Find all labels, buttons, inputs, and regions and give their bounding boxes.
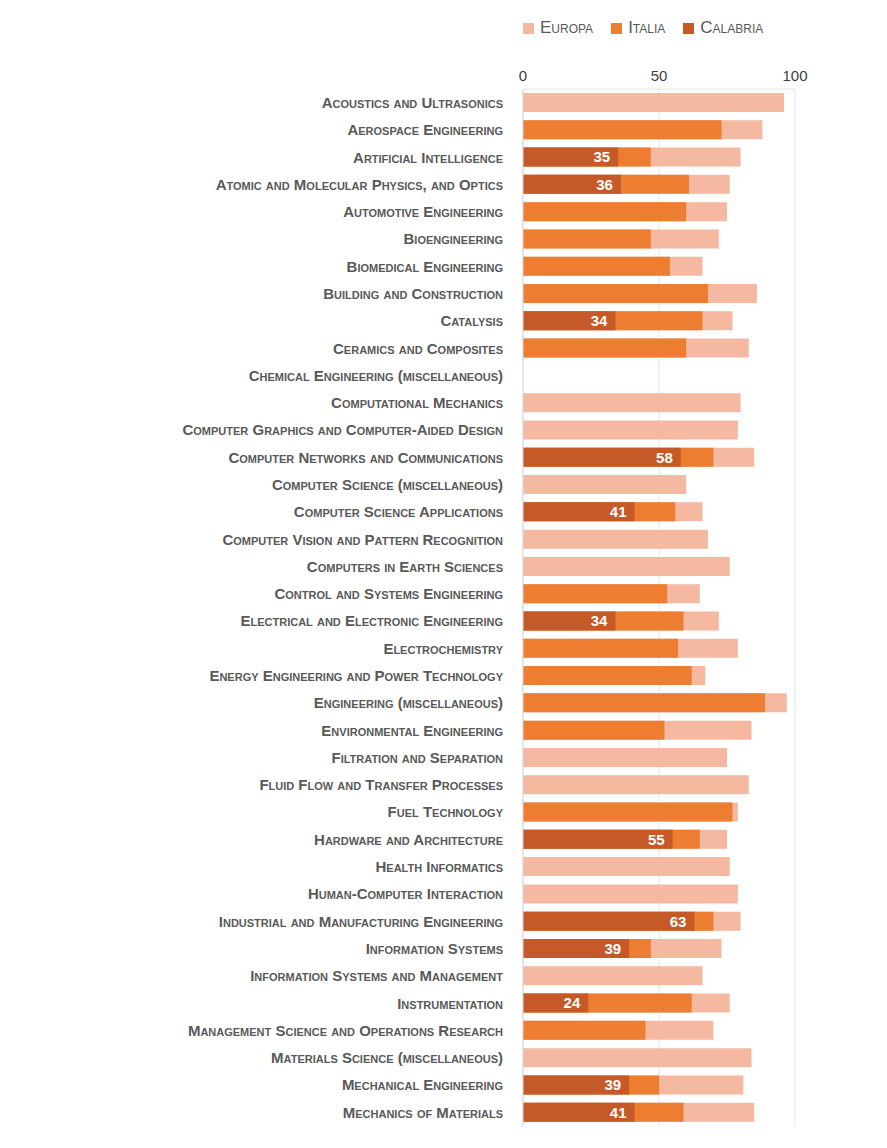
svg-text:Environmental Engineering: Environmental Engineering bbox=[321, 722, 503, 739]
svg-text:Automotive Engineering: Automotive Engineering bbox=[343, 203, 503, 220]
svg-text:Information Systems: Information Systems bbox=[366, 940, 503, 957]
svg-text:Materials Science (miscellaneo: Materials Science (miscellaneous) bbox=[271, 1049, 503, 1066]
svg-text:Chemical Engineering (miscella: Chemical Engineering (miscellaneous) bbox=[249, 367, 503, 384]
svg-text:Control and Systems Engineerin: Control and Systems Engineering bbox=[274, 585, 503, 602]
svg-text:41: 41 bbox=[610, 503, 627, 520]
svg-text:Electrical and Electronic Engi: Electrical and Electronic Engineering bbox=[240, 612, 503, 629]
html-text:Calabria: Calabria bbox=[700, 18, 764, 37]
svg-text:Building and Construction: Building and Construction bbox=[323, 285, 503, 302]
svg-text:Human-Computer Interaction: Human-Computer Interaction bbox=[308, 885, 503, 902]
svg-text:Aerospace Engineering: Aerospace Engineering bbox=[347, 121, 503, 138]
svg-text:Instrumentation: Instrumentation bbox=[397, 995, 503, 1012]
svg-text:Engineering (miscellaneous): Engineering (miscellaneous) bbox=[314, 694, 503, 711]
svg-text:39: 39 bbox=[604, 1076, 621, 1093]
svg-text:Catalysis: Catalysis bbox=[440, 312, 503, 329]
html-text:Europa: Europa bbox=[540, 18, 594, 37]
svg-text:55: 55 bbox=[648, 831, 665, 848]
svg-text:Electrochemistry: Electrochemistry bbox=[383, 640, 503, 657]
svg-text:36: 36 bbox=[596, 176, 613, 193]
svg-text:Fuel Technology: Fuel Technology bbox=[388, 803, 504, 820]
svg-text:35: 35 bbox=[594, 148, 611, 165]
svg-text:24: 24 bbox=[564, 994, 581, 1011]
svg-text:Bioengineering: Bioengineering bbox=[404, 230, 503, 247]
svg-text:Computational Mechanics: Computational Mechanics bbox=[331, 394, 503, 411]
svg-text:39: 39 bbox=[604, 940, 621, 957]
svg-text:Computer Graphics and Computer: Computer Graphics and Computer-Aided Des… bbox=[182, 421, 503, 438]
html-text:Italia: Italia bbox=[628, 18, 666, 37]
svg-text:Hardware and Architecture: Hardware and Architecture bbox=[314, 831, 503, 848]
svg-text:0: 0 bbox=[519, 67, 527, 84]
svg-text:Energy Engineering and Power T: Energy Engineering and Power Technology bbox=[209, 667, 503, 684]
svg-text:Mechanics of Materials: Mechanics of Materials bbox=[343, 1104, 503, 1121]
svg-text:Computers in Earth Sciences: Computers in Earth Sciences bbox=[307, 558, 503, 575]
svg-text:100: 100 bbox=[782, 67, 807, 84]
svg-text:34: 34 bbox=[591, 312, 608, 329]
svg-text:Information Systems and Manage: Information Systems and Management bbox=[250, 967, 503, 984]
svg-text:Acoustics and Ultrasonics: Acoustics and Ultrasonics bbox=[322, 94, 503, 111]
svg-text:34: 34 bbox=[591, 612, 608, 629]
svg-text:Computer Networks and Communic: Computer Networks and Communications bbox=[228, 449, 503, 466]
svg-text:Fluid Flow and Transfer Proces: Fluid Flow and Transfer Processes bbox=[259, 776, 503, 793]
svg-text:Computer Vision and Pattern Re: Computer Vision and Pattern Recognition bbox=[222, 531, 503, 548]
svg-text:Filtration and Separation: Filtration and Separation bbox=[331, 749, 503, 766]
svg-text:58: 58 bbox=[656, 449, 673, 466]
svg-text:63: 63 bbox=[670, 913, 687, 930]
svg-text:Ceramics and Composites: Ceramics and Composites bbox=[333, 340, 503, 357]
svg-text:50: 50 bbox=[651, 67, 668, 84]
svg-text:Computer Science Applications: Computer Science Applications bbox=[294, 503, 503, 520]
svg-text:Mechanical Engineering: Mechanical Engineering bbox=[342, 1076, 503, 1093]
svg-text:41: 41 bbox=[610, 1104, 627, 1121]
svg-text:Industrial and Manufacturing E: Industrial and Manufacturing Engineering bbox=[219, 913, 503, 930]
svg-text:Atomic and Molecular Physics,: Atomic and Molecular Physics, and Optics bbox=[216, 176, 503, 193]
svg-text:Health Informatics: Health Informatics bbox=[375, 858, 503, 875]
svg-text:Artificial Intelligence: Artificial Intelligence bbox=[353, 149, 503, 166]
svg-text:Management Science and Operati: Management Science and Operations Resear… bbox=[188, 1022, 503, 1039]
svg-text:Computer Science (miscellaneou: Computer Science (miscellaneous) bbox=[272, 476, 503, 493]
svg-text:Biomedical Engineering: Biomedical Engineering bbox=[347, 258, 503, 275]
